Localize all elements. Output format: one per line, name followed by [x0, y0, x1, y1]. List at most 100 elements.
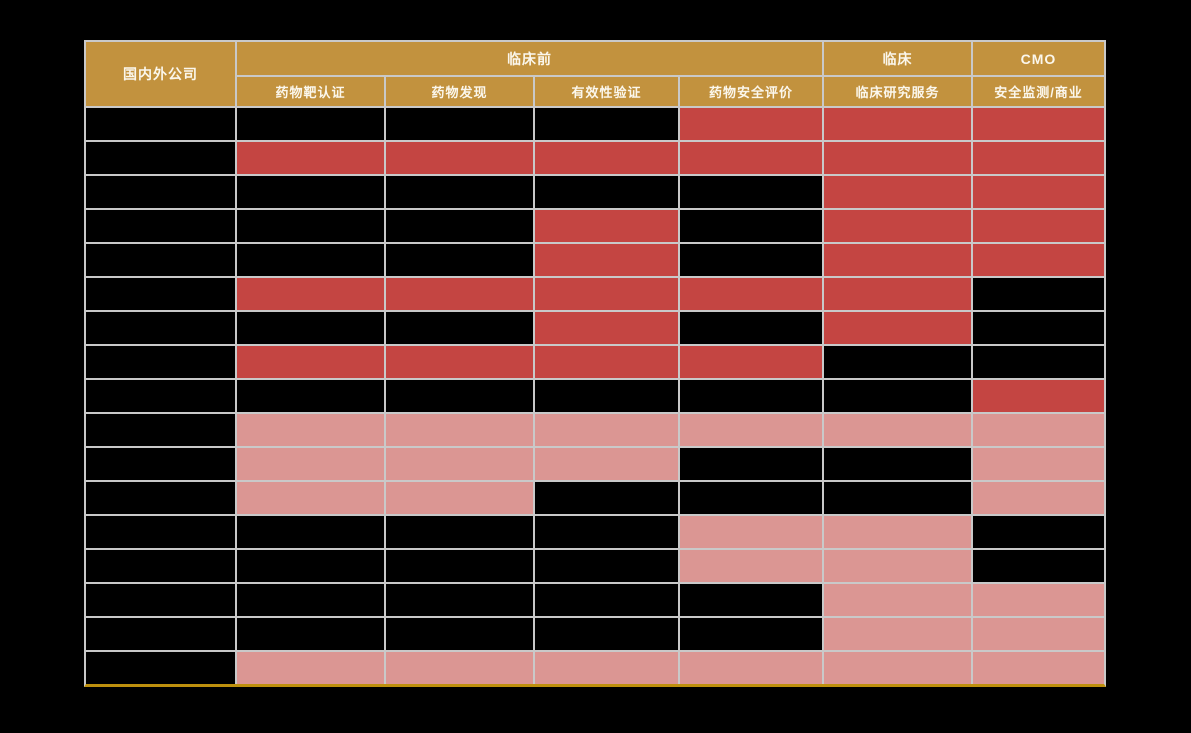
stage-cell-red [535, 210, 678, 242]
stage-cell-black [680, 380, 822, 412]
stage-cell-red [973, 244, 1104, 276]
stage-cell-red [680, 142, 822, 174]
stage-cell-red [386, 278, 533, 310]
stage-cell-black [680, 618, 822, 650]
stage-cell-black [237, 108, 384, 140]
stage-cell-red [824, 312, 971, 344]
stage-cell-red [824, 244, 971, 276]
stage-cell-red [386, 142, 533, 174]
group-header-clinical: 临床 [824, 42, 971, 75]
company-cell [86, 652, 235, 684]
stage-cell-red [973, 380, 1104, 412]
sub-header-safety-monitoring-commercial: 安全监测/商业 [973, 77, 1104, 106]
stage-cell-black [824, 380, 971, 412]
stage-cell-black [973, 278, 1104, 310]
stage-cell-black [973, 346, 1104, 378]
stage-cell-pink [680, 550, 822, 582]
stage-cell-black [680, 312, 822, 344]
stage-cell-black [386, 108, 533, 140]
stage-cell-black [386, 618, 533, 650]
stage-cell-black [535, 516, 678, 548]
stage-cell-red [824, 210, 971, 242]
stage-cell-black [535, 380, 678, 412]
company-cell [86, 244, 235, 276]
stage-cell-pink [973, 618, 1104, 650]
stage-cell-pink [237, 482, 384, 514]
stage-cell-black [237, 244, 384, 276]
stage-cell-red [237, 142, 384, 174]
company-cell [86, 482, 235, 514]
company-cell [86, 380, 235, 412]
stage-cell-black [535, 108, 678, 140]
company-cell [86, 414, 235, 446]
stage-cell-black [386, 312, 533, 344]
stage-cell-pink [237, 652, 384, 684]
stage-cell-pink [386, 652, 533, 684]
stage-cell-red [973, 108, 1104, 140]
company-cell [86, 142, 235, 174]
stage-cell-pink [824, 618, 971, 650]
company-cell [86, 618, 235, 650]
stage-cell-pink [237, 414, 384, 446]
stage-cell-pink [824, 652, 971, 684]
stage-cell-red [535, 142, 678, 174]
stage-cell-black [824, 346, 971, 378]
stage-cell-red [680, 278, 822, 310]
stage-cell-black [237, 516, 384, 548]
stage-cell-black [386, 244, 533, 276]
stage-cell-black [680, 584, 822, 616]
company-cell [86, 584, 235, 616]
capability-table: 国内外公司 临床前 临床 CMO 药物靶认证 药物发现 有效性验证 药物安全评价… [84, 40, 1106, 687]
sub-header-drug-discovery: 药物发现 [386, 77, 533, 106]
stage-cell-red [535, 278, 678, 310]
stage-cell-black [824, 448, 971, 480]
stage-cell-black [386, 584, 533, 616]
sub-header-clinical-research-services: 临床研究服务 [824, 77, 971, 106]
stage-cell-black [973, 550, 1104, 582]
stage-cell-black [237, 618, 384, 650]
stage-cell-black [680, 448, 822, 480]
stage-cell-pink [535, 448, 678, 480]
stage-cell-black [535, 618, 678, 650]
company-cell [86, 210, 235, 242]
stage-cell-black [680, 176, 822, 208]
company-cell [86, 176, 235, 208]
stage-cell-black [237, 550, 384, 582]
stage-cell-black [535, 550, 678, 582]
company-cell [86, 550, 235, 582]
sub-header-drug-safety-evaluation: 药物安全评价 [680, 77, 822, 106]
stage-cell-black [680, 482, 822, 514]
stage-cell-black [237, 210, 384, 242]
sub-header-efficacy-validation: 有效性验证 [535, 77, 678, 106]
stage-cell-black [237, 312, 384, 344]
stage-cell-red [973, 210, 1104, 242]
stage-cell-black [973, 312, 1104, 344]
stage-cell-black [973, 516, 1104, 548]
corner-header-companies: 国内外公司 [86, 42, 235, 106]
stage-cell-pink [973, 414, 1104, 446]
stage-cell-black [386, 210, 533, 242]
stage-cell-black [386, 550, 533, 582]
stage-cell-red [824, 176, 971, 208]
stage-cell-red [535, 312, 678, 344]
company-cell [86, 278, 235, 310]
stage-cell-pink [535, 414, 678, 446]
group-header-preclinical: 临床前 [237, 42, 822, 75]
stage-cell-red [237, 346, 384, 378]
company-cell [86, 108, 235, 140]
company-cell [86, 516, 235, 548]
stage-cell-black [535, 482, 678, 514]
stage-cell-red [824, 142, 971, 174]
stage-cell-black [237, 176, 384, 208]
stage-cell-black [237, 584, 384, 616]
stage-cell-pink [680, 414, 822, 446]
stage-cell-red [824, 278, 971, 310]
stage-cell-black [535, 176, 678, 208]
stage-cell-black [386, 380, 533, 412]
stage-cell-pink [680, 652, 822, 684]
stage-cell-red [680, 108, 822, 140]
stage-cell-red [973, 142, 1104, 174]
stage-cell-black [386, 176, 533, 208]
stage-cell-red [824, 108, 971, 140]
stage-cell-pink [824, 414, 971, 446]
